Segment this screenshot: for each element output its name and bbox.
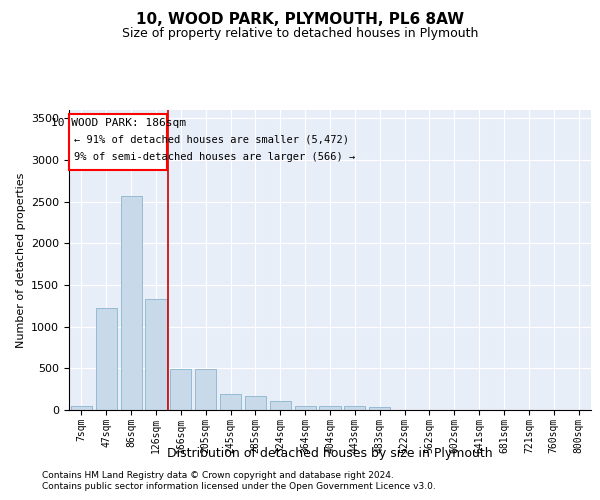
Text: Contains public sector information licensed under the Open Government Licence v3: Contains public sector information licen… xyxy=(42,482,436,491)
Text: ← 91% of detached houses are smaller (5,472): ← 91% of detached houses are smaller (5,… xyxy=(74,134,349,144)
Text: Size of property relative to detached houses in Plymouth: Size of property relative to detached ho… xyxy=(122,28,478,40)
Bar xyxy=(69,114,167,170)
Text: 10 WOOD PARK: 186sqm: 10 WOOD PARK: 186sqm xyxy=(50,118,185,128)
Bar xyxy=(245,396,266,410)
Bar xyxy=(170,369,191,410)
Bar xyxy=(319,406,341,410)
Bar xyxy=(195,369,216,410)
Bar xyxy=(145,299,167,410)
Bar xyxy=(71,406,92,410)
Bar xyxy=(96,308,117,410)
Y-axis label: Number of detached properties: Number of detached properties xyxy=(16,172,26,348)
Text: Contains HM Land Registry data © Crown copyright and database right 2024.: Contains HM Land Registry data © Crown c… xyxy=(42,471,394,480)
Bar xyxy=(220,394,241,410)
Bar xyxy=(369,406,390,410)
Text: 10, WOOD PARK, PLYMOUTH, PL6 8AW: 10, WOOD PARK, PLYMOUTH, PL6 8AW xyxy=(136,12,464,28)
Text: Distribution of detached houses by size in Plymouth: Distribution of detached houses by size … xyxy=(167,448,493,460)
Bar xyxy=(121,196,142,410)
Bar xyxy=(270,401,291,410)
Bar xyxy=(295,406,316,410)
Text: 9% of semi-detached houses are larger (566) →: 9% of semi-detached houses are larger (5… xyxy=(74,152,355,162)
Bar xyxy=(344,406,365,410)
